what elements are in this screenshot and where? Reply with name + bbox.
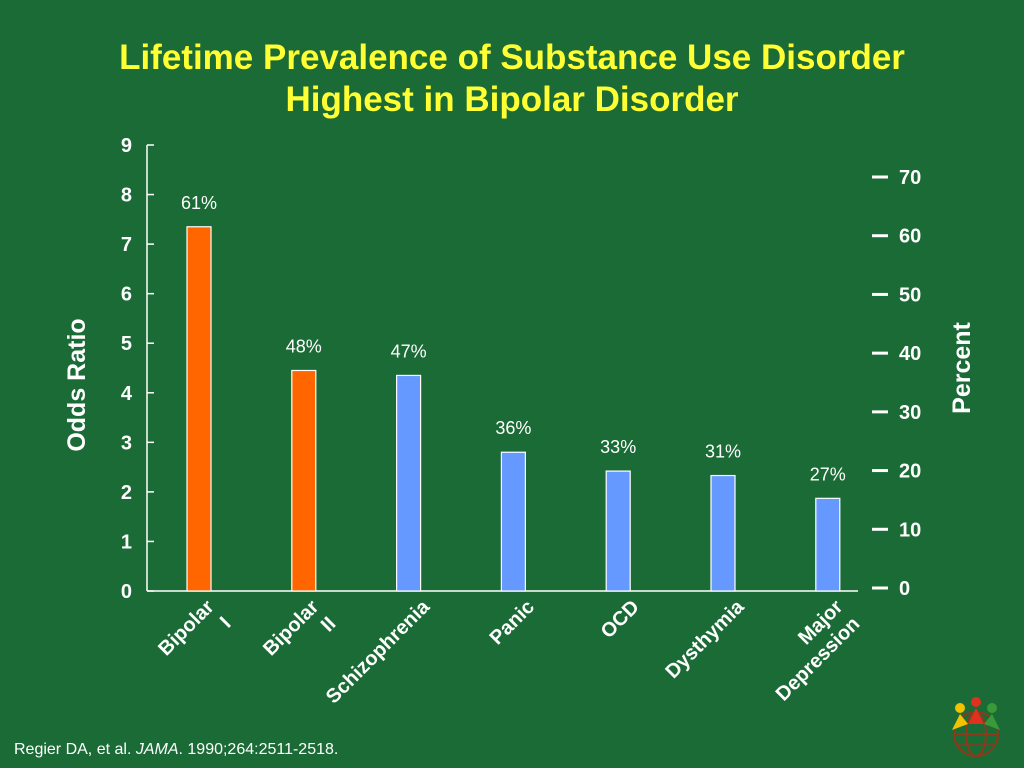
category-label: Bipolar (259, 596, 323, 660)
bar-data-label: 27% (810, 464, 846, 484)
left-tick-label: 3 (121, 432, 132, 454)
left-tick-label: 1 (121, 531, 132, 553)
bar (291, 369, 317, 592)
bar-data-label: 31% (705, 442, 741, 462)
category-label: Bipolar (154, 596, 218, 660)
bar-data-label: 61% (181, 193, 217, 213)
left-tick-label: 5 (121, 333, 132, 355)
left-tick-label: 4 (121, 383, 133, 405)
citation-details: . 1990;264:2511-2518. (178, 741, 339, 758)
category-label: Panic (486, 596, 539, 649)
right-tick-label: 20 (899, 461, 921, 483)
right-axis-title: Percent (948, 321, 976, 413)
right-tick-label: 30 (899, 402, 921, 424)
category-label: Schizophrenia (322, 595, 435, 708)
category-label: OCD (597, 596, 644, 643)
right-tick-label: 60 (899, 226, 921, 248)
bar (186, 226, 212, 592)
left-tick-label: 0 (121, 581, 132, 603)
right-tick-label: 70 (899, 167, 921, 189)
bar (815, 497, 841, 592)
citation-authors: Regier DA, et al. (14, 741, 136, 758)
bar (605, 470, 631, 592)
left-axis-title: Odds Ratio (63, 318, 91, 451)
right-tick-label: 0 (899, 578, 910, 600)
left-tick-label: 2 (121, 482, 132, 504)
left-tick-label: 8 (121, 185, 132, 207)
right-tick-label: 40 (899, 343, 921, 365)
category-label: I (216, 613, 235, 632)
bar-data-label: 47% (391, 341, 427, 361)
category-label: II (317, 613, 340, 636)
bar-data-label: 48% (286, 336, 322, 356)
left-tick-label: 9 (121, 135, 132, 157)
citation-journal: JAMA (135, 741, 179, 758)
bar (500, 451, 526, 592)
bar-data-label: 33% (600, 437, 636, 457)
right-tick-label: 10 (899, 519, 921, 541)
left-tick-label: 6 (121, 284, 132, 306)
bar (710, 474, 736, 592)
citation: Regier DA, et al. JAMA. 1990;264:2511-25… (14, 741, 338, 759)
right-tick-label: 50 (899, 284, 921, 306)
title-line-1: Lifetime Prevalence of Substance Use Dis… (119, 38, 905, 77)
left-tick-label: 7 (121, 234, 132, 256)
bar (396, 374, 422, 592)
title-line-2: Highest in Bipolar Disorder (285, 80, 739, 119)
category-label: Dysthymia (661, 595, 749, 683)
people-globe-logo (952, 697, 1000, 757)
bar-data-label: 36% (495, 418, 531, 438)
